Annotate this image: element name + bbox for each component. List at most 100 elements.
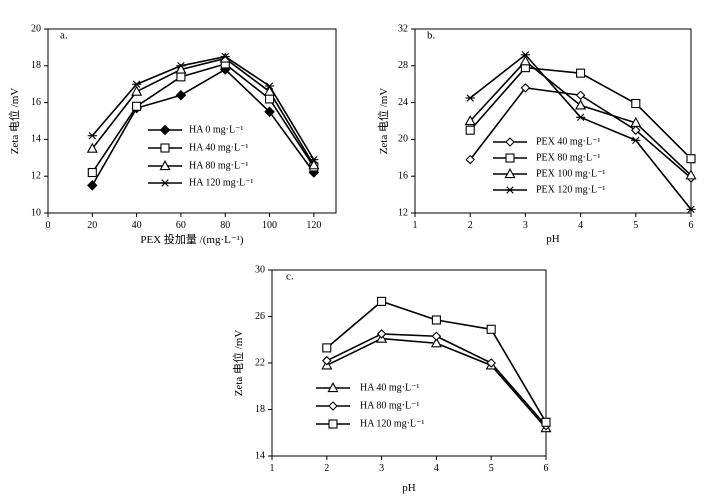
panel-a-series bbox=[86, 52, 320, 191]
panel-b-frame bbox=[414, 28, 692, 214]
panel-c-x-tick-label: 1 bbox=[270, 463, 275, 474]
panel-b-legend: PEX 40 mg·L⁻¹ PEX 80 mg·L⁻¹ PEX 100 mg·L… bbox=[493, 136, 605, 195]
panel-a-x-tick-label: 0 bbox=[46, 220, 51, 231]
panel-c-x-tick-label: 6 bbox=[544, 463, 549, 474]
panel-c-y-tick-label: 18 bbox=[255, 404, 265, 415]
legend-marker bbox=[160, 179, 170, 187]
legend-marker bbox=[505, 186, 515, 194]
panel-c-y-tick-label: 14 bbox=[255, 450, 265, 461]
panel-c-data-point bbox=[322, 343, 332, 353]
panel-a-x-tick-label: 80 bbox=[220, 220, 230, 231]
panel-a-data-point bbox=[131, 85, 143, 96]
panel-a-plot-area: 0 20 40 60 80 100 120 10 12 14 16 18 20 a. HA 0 mg·L… bbox=[31, 23, 337, 231]
panel-a-y-tick-label: 12 bbox=[31, 170, 41, 181]
svg-text:HA 0 mg·L⁻¹: HA 0 mg·L⁻¹ bbox=[189, 124, 243, 135]
svg-text:HA 40 mg·L⁻¹: HA 40 mg·L⁻¹ bbox=[189, 142, 248, 153]
panel-b-x-tick-label: 5 bbox=[633, 220, 638, 231]
panel-b-x-tick-label: 3 bbox=[523, 220, 528, 231]
panel-a-data-point bbox=[219, 52, 231, 63]
svg-text:HA 120 mg·L⁻¹: HA 120 mg·L⁻¹ bbox=[189, 177, 253, 188]
panel-b-y-tick-label: 24 bbox=[398, 97, 408, 108]
panel-b-y-tick-label: 20 bbox=[398, 134, 408, 145]
svg-text:PEX 100 mg·L⁻¹: PEX 100 mg·L⁻¹ bbox=[536, 168, 605, 179]
panel-b-label: b. bbox=[427, 30, 436, 42]
legend-marker bbox=[328, 401, 338, 411]
panel-c-legend-item: HA 80 mg·L⁻¹ bbox=[316, 400, 419, 411]
panel-b-data-point bbox=[686, 154, 696, 164]
panel-c-plot-area: 1 2 3 4 5 6 14 18 22 26 30 c. HA 40 mg·L⁻¹ HA 80 m… bbox=[255, 264, 552, 474]
panel-a-data-point bbox=[87, 180, 98, 191]
panel-a-x-tick-label: 20 bbox=[87, 220, 97, 231]
panel-c-legend-item: HA 40 mg·L⁻¹ bbox=[316, 382, 419, 393]
panel-a-y-tick-label: 16 bbox=[31, 97, 41, 108]
panel-b-y-tick-label: 32 bbox=[398, 23, 408, 34]
panel-b-data-point bbox=[686, 205, 696, 214]
panel-a-data-point bbox=[264, 82, 275, 90]
panel-b-data-point bbox=[631, 98, 641, 109]
panel-a-data-point bbox=[87, 167, 97, 178]
panel-a-series-line-2 bbox=[91, 63, 315, 173]
panel-a-ticks: 0 20 40 60 80 100 120 10 12 14 16 18 20 bbox=[31, 23, 321, 231]
panel-c-series-line-2 bbox=[326, 333, 547, 427]
panel-b-x-tick-label: 1 bbox=[413, 220, 418, 231]
panel-a-y-tick-label: 18 bbox=[31, 60, 41, 71]
legend-marker bbox=[505, 137, 515, 147]
panel-c-series bbox=[321, 296, 552, 433]
panel-b-y-axis-label: Zeta 电位 /mV bbox=[376, 88, 390, 155]
panel-b-legend-item: PEX 80 mg·L⁻¹ bbox=[493, 152, 600, 163]
panel-a-x-tick-label: 100 bbox=[262, 220, 277, 231]
panel-b-data-point bbox=[631, 136, 641, 145]
panel-a-x-axis-label: PEX 投加量 /(mg·L⁻¹) bbox=[140, 232, 244, 246]
panel-a-data-point bbox=[132, 101, 142, 111]
panel-a-data-point bbox=[220, 52, 230, 61]
panel-c-data-point bbox=[376, 329, 387, 339]
panel-b-y-tick-label: 28 bbox=[398, 60, 408, 71]
panel-b-data-point bbox=[465, 125, 475, 135]
panel-c-ticks: 1 2 3 4 5 6 14 18 22 26 30 bbox=[255, 264, 549, 474]
panel-b-data-point bbox=[576, 113, 586, 122]
panel-a-chart: 0 20 40 60 80 100 120 10 12 14 16 18 20 a. HA 0 mg·L… bbox=[7, 23, 337, 246]
panel-c-data-point bbox=[541, 417, 551, 427]
panel-b-legend-item: PEX 120 mg·L⁻¹ bbox=[493, 184, 605, 195]
panel-c-data-point bbox=[431, 331, 442, 342]
panel-c-x-tick-label: 5 bbox=[489, 463, 494, 474]
panel-a-y-tick-label: 20 bbox=[31, 23, 41, 34]
panel-c-legend: HA 40 mg·L⁻¹ HA 80 mg·L⁻¹ HA 120 mg·L⁻¹ bbox=[316, 382, 424, 429]
panel-b-x-tick-label: 4 bbox=[578, 220, 583, 231]
panel-a-y-tick-label: 10 bbox=[31, 207, 41, 218]
panel-c-legend-item: HA 120 mg·L⁻¹ bbox=[316, 418, 424, 429]
svg-text:PEX 120 mg·L⁻¹: PEX 120 mg·L⁻¹ bbox=[536, 184, 605, 195]
panel-b-data-point bbox=[630, 116, 642, 127]
panel-a-series-line-3 bbox=[91, 57, 315, 166]
panel-a-label: a. bbox=[60, 30, 68, 42]
panel-a-x-tick-label: 120 bbox=[306, 220, 321, 231]
panel-a-data-point bbox=[309, 155, 319, 164]
panel-b-legend-item: PEX 40 mg·L⁻¹ bbox=[493, 136, 600, 147]
panel-a-data-point bbox=[264, 85, 276, 96]
panel-a-data-point bbox=[87, 132, 97, 140]
panel-b-x-tick-label: 2 bbox=[468, 220, 473, 231]
panel-b-data-point bbox=[465, 154, 475, 165]
panel-c-x-axis-label: pH bbox=[402, 482, 416, 494]
panel-a-x-tick-label: 60 bbox=[176, 220, 186, 231]
panel-a-y-tick-label: 14 bbox=[31, 134, 41, 145]
panel-a-data-point bbox=[176, 62, 186, 70]
panel-b-data-point bbox=[685, 169, 697, 180]
panel-c-data-point bbox=[322, 355, 332, 366]
panel-b-data-point bbox=[576, 68, 586, 78]
panel-a-data-point bbox=[176, 72, 186, 82]
legend-marker bbox=[328, 419, 338, 429]
panel-c-y-axis-label: Zeta 电位 /mV bbox=[231, 330, 245, 397]
panel-b-data-point bbox=[465, 94, 475, 102]
panel-a-series-line-1 bbox=[91, 68, 315, 186]
legend-marker bbox=[159, 124, 171, 136]
panel-a-legend-item: HA 0 mg·L⁻¹ bbox=[148, 124, 243, 135]
legend-marker bbox=[504, 168, 516, 179]
panel-b-series bbox=[464, 51, 697, 214]
panel-b-x-axis-label: pH bbox=[546, 233, 560, 245]
panel-a-legend: HA 0 mg·L⁻¹ HA 40 mg·L⁻¹ HA 80 mg·L⁻¹ HA… bbox=[148, 124, 253, 188]
panel-b-data-point bbox=[575, 99, 587, 110]
